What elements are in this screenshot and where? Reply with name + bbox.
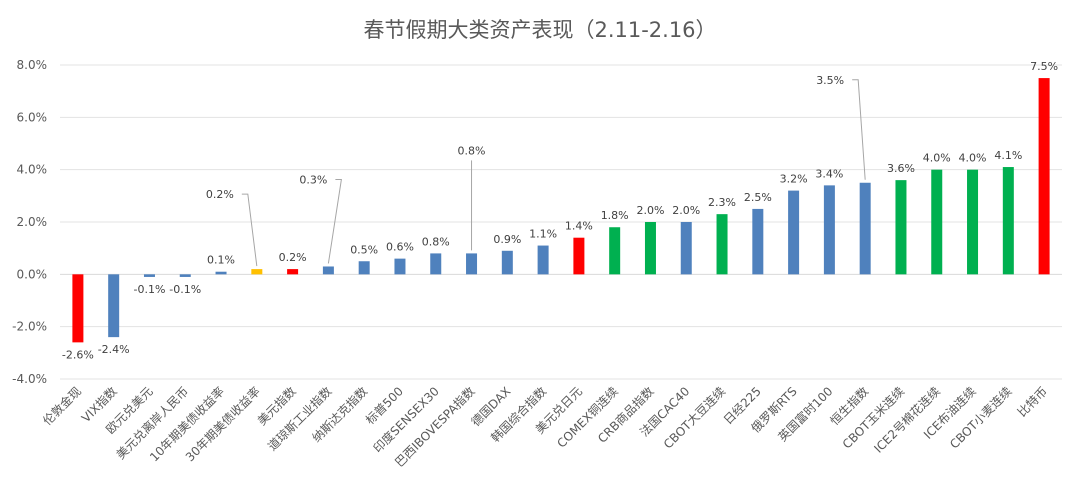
data-label: 0.8% bbox=[458, 144, 486, 157]
bar bbox=[895, 180, 907, 275]
x-tick-label: 道琼斯工业指数 bbox=[264, 384, 334, 454]
y-axis: 8.0% 6.0% 4.0% 2.0% 0.0% -2.0% -4.0% bbox=[12, 58, 47, 386]
x-axis: 伦敦金现VIX指数欧元兑美元美元兑离岸人民币10年期美债收益率30年期美债收益率… bbox=[39, 384, 1050, 470]
callout-line bbox=[852, 79, 866, 180]
data-label: 0.2% bbox=[279, 251, 307, 264]
bar bbox=[251, 269, 263, 275]
data-label: 2.5% bbox=[744, 191, 772, 204]
bar bbox=[537, 245, 549, 275]
data-label: 1.4% bbox=[565, 220, 593, 233]
data-label: 2.3% bbox=[708, 196, 736, 209]
bar bbox=[358, 261, 370, 275]
data-label: 0.5% bbox=[350, 243, 378, 256]
data-label: 2.0% bbox=[672, 204, 700, 217]
bar bbox=[287, 269, 299, 275]
data-label: 0.8% bbox=[422, 235, 450, 248]
y-tick-label: -4.0% bbox=[12, 372, 47, 386]
data-label: 1.1% bbox=[529, 228, 557, 241]
data-label: -2.6% bbox=[62, 348, 94, 361]
callout-line bbox=[327, 178, 342, 264]
x-tick-label: 比特币 bbox=[1014, 384, 1050, 420]
bar bbox=[823, 185, 835, 275]
y-tick-label: -2.0% bbox=[12, 320, 47, 334]
bar bbox=[215, 271, 227, 275]
bar bbox=[1038, 78, 1050, 275]
y-tick-label: 6.0% bbox=[17, 110, 48, 124]
data-label: 3.6% bbox=[887, 162, 915, 175]
x-tick-label: CBOT大豆连续 bbox=[660, 384, 728, 452]
data-label: 4.1% bbox=[994, 149, 1022, 162]
bar bbox=[72, 274, 84, 343]
y-tick-label: 2.0% bbox=[17, 215, 48, 229]
bar bbox=[573, 237, 585, 275]
bar bbox=[179, 274, 191, 277]
data-label: 0.9% bbox=[493, 233, 521, 246]
bar bbox=[644, 222, 656, 275]
data-label: 4.0% bbox=[959, 152, 987, 165]
bar bbox=[931, 169, 943, 275]
bar bbox=[501, 250, 513, 275]
chart-title: 春节假期大类资产表现（2.11-2.16） bbox=[363, 18, 717, 42]
data-label: 7.5% bbox=[1030, 60, 1058, 73]
callouts bbox=[241, 79, 866, 267]
y-tick-label: 8.0% bbox=[17, 58, 48, 72]
bar bbox=[967, 169, 979, 275]
data-label: -0.1% bbox=[134, 283, 166, 296]
bar bbox=[466, 253, 478, 275]
bars bbox=[72, 78, 1050, 343]
bar bbox=[322, 266, 334, 275]
bar bbox=[1002, 167, 1014, 275]
bar bbox=[394, 258, 406, 275]
bar bbox=[143, 274, 155, 277]
data-label: 3.4% bbox=[815, 167, 843, 180]
bar bbox=[788, 190, 800, 275]
bar bbox=[752, 208, 764, 275]
x-tick-label: CBOT小麦连续 bbox=[946, 384, 1014, 452]
callout-line bbox=[241, 193, 258, 267]
bar bbox=[609, 227, 621, 275]
data-label: 1.8% bbox=[601, 209, 629, 222]
bar bbox=[716, 214, 728, 275]
data-label: -0.1% bbox=[169, 283, 201, 296]
bar bbox=[859, 182, 871, 275]
x-tick-label: COMEX铜连续 bbox=[554, 384, 621, 451]
y-tick-label: 4.0% bbox=[17, 163, 48, 177]
data-labels: -2.6% -2.4% -0.1% -0.1% 0.1% 0.2% 0.2% 0.3% 0.5%… bbox=[62, 60, 1058, 361]
data-label: 2.0% bbox=[636, 204, 664, 217]
bar bbox=[430, 253, 442, 275]
data-label: 3.2% bbox=[780, 173, 808, 186]
data-label: -2.4% bbox=[98, 343, 130, 356]
data-label: 0.6% bbox=[386, 241, 414, 254]
data-label: 0.2% bbox=[206, 188, 234, 201]
data-label: 3.5% bbox=[816, 74, 844, 87]
data-label: 4.0% bbox=[923, 152, 951, 165]
y-tick-label: 0.0% bbox=[17, 267, 48, 281]
gridlines bbox=[60, 64, 1062, 380]
data-label: 0.1% bbox=[207, 254, 235, 267]
data-label: 0.3% bbox=[299, 173, 327, 186]
bar bbox=[680, 222, 692, 275]
x-tick-label: 伦敦金现 bbox=[39, 384, 84, 429]
x-tick-label: CBOT玉米连续 bbox=[839, 384, 907, 452]
bar bbox=[108, 274, 120, 338]
